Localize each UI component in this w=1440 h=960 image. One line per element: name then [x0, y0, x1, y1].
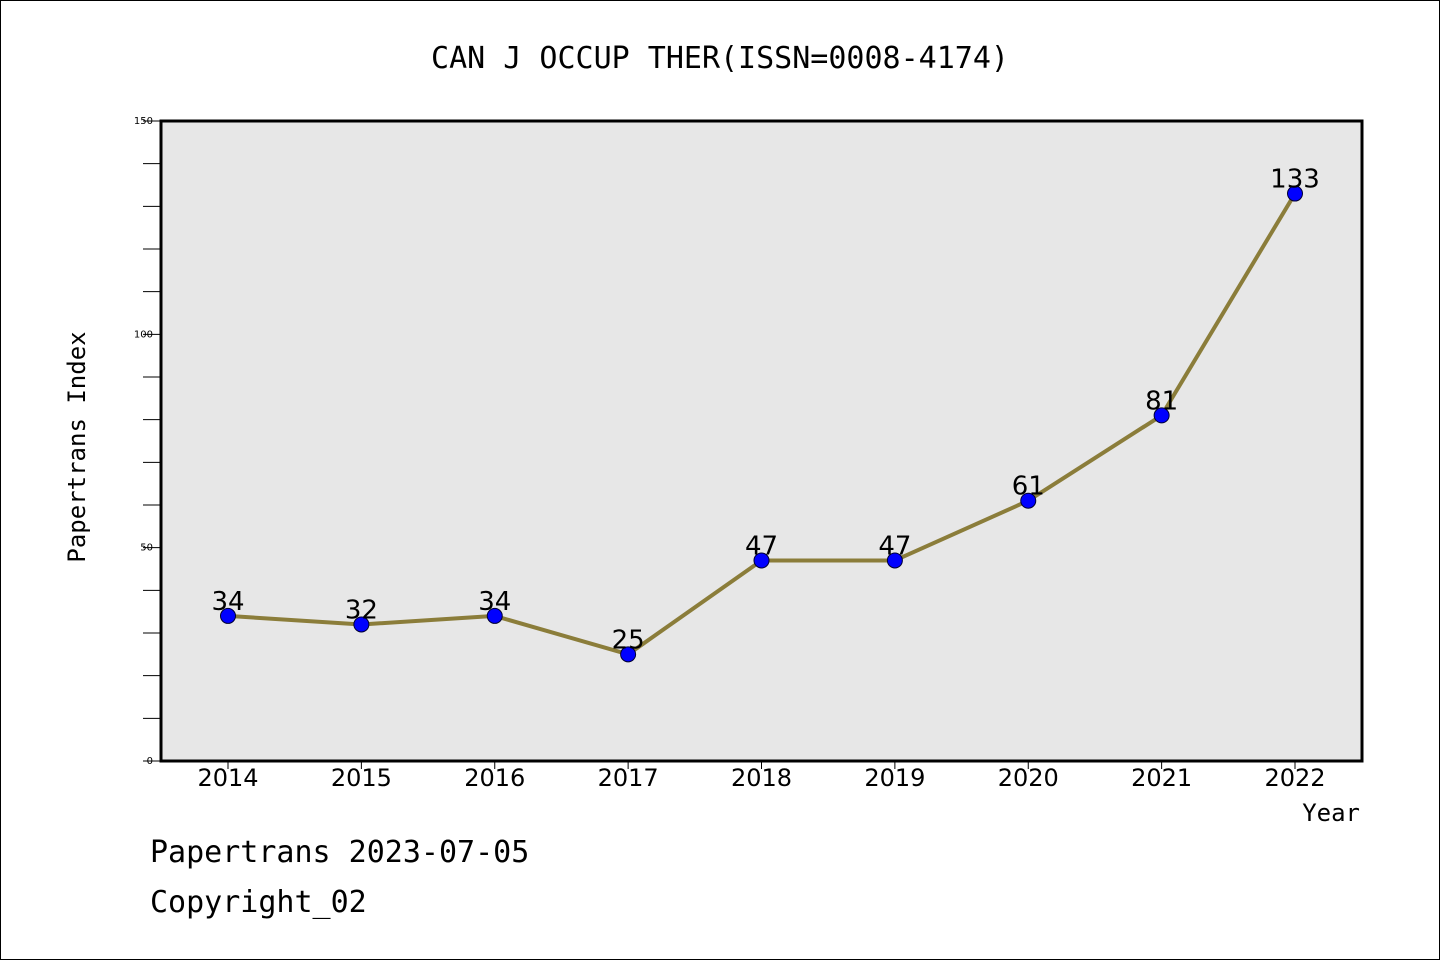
x-tick-label: 2016 [464, 764, 525, 792]
data-point-label: 34 [478, 587, 511, 617]
data-point-marker [353, 616, 370, 633]
data-point-label: 34 [211, 587, 244, 617]
data-point-label: 47 [878, 531, 911, 561]
y-axis-label: Papertrans Index [63, 331, 91, 562]
footer-date-text: Papertrans 2023-07-05 [150, 835, 530, 870]
data-point-label: 81 [1145, 386, 1178, 416]
data-point-marker [1153, 407, 1170, 424]
y-axis-ticks: 0 50 100 150 [134, 116, 161, 767]
y-tick-label: 50 [140, 543, 153, 554]
series-points-group [220, 185, 1303, 663]
x-tick-label: 2022 [1264, 764, 1325, 792]
data-point-label: 61 [1012, 472, 1045, 502]
x-tick-label: 2015 [331, 764, 392, 792]
data-point-marker [220, 607, 236, 624]
x-tick-label: 2014 [197, 764, 258, 792]
data-point-marker [753, 552, 770, 569]
x-tick-label: 2020 [998, 764, 1059, 792]
data-point-label: 25 [612, 625, 645, 655]
y-tick-label: 150 [134, 116, 153, 127]
x-tick-label: 2021 [1131, 764, 1192, 792]
x-axis-label: Year [1302, 799, 1360, 827]
data-point-label: 32 [345, 595, 378, 625]
data-point-marker [1287, 185, 1303, 202]
data-point-label: 47 [745, 531, 778, 561]
x-tick-label: 2019 [864, 764, 925, 792]
footer-copyright-text: Copyright_02 [150, 885, 367, 920]
chart-title: CAN J OCCUP THER(ISSN=0008-4174) [431, 41, 1009, 76]
x-tick-label: 2017 [598, 764, 659, 792]
data-labels-group: 34 32 34 25 47 47 61 81 133 [211, 165, 1319, 656]
x-axis-ticks: 2014 2015 2016 2017 2018 2019 2020 2021 2022 [197, 761, 1326, 792]
data-point-marker [1020, 492, 1037, 509]
data-point-marker [886, 552, 903, 569]
data-point-marker [620, 646, 637, 663]
y-tick-label: 100 [134, 329, 153, 340]
y-tick-label: 0 [147, 756, 153, 767]
plot-area [159, 119, 1364, 763]
data-point-marker [486, 607, 503, 624]
x-tick-label: 2018 [731, 764, 792, 792]
data-point-label: 133 [1270, 165, 1320, 195]
